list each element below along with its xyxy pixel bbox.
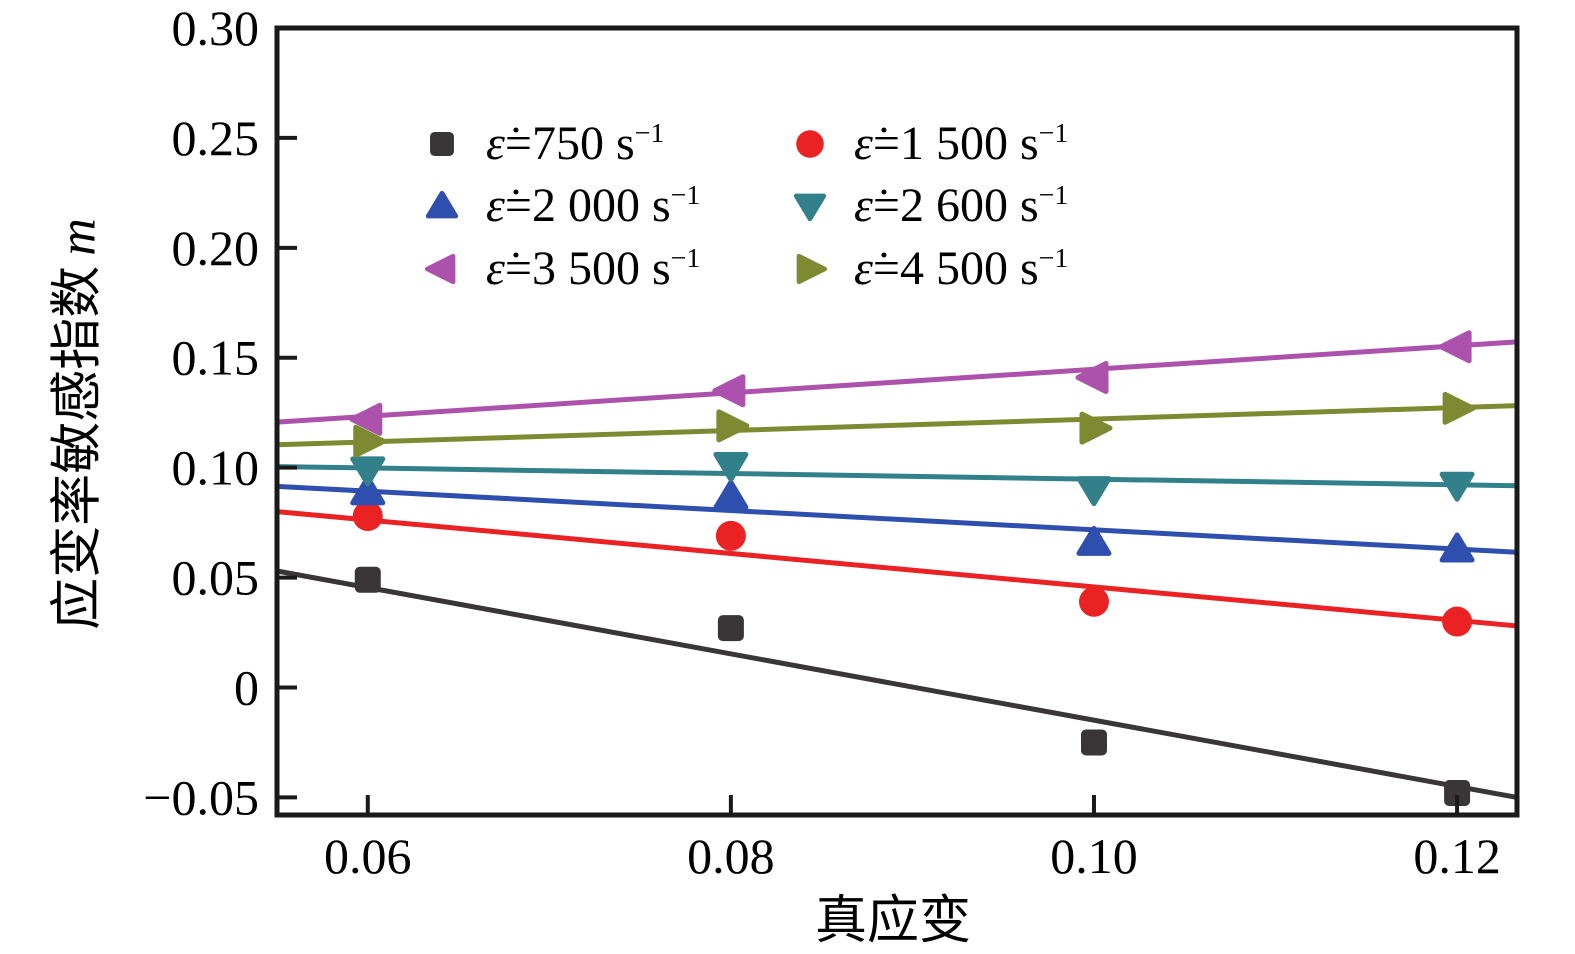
- data-point-1500-3: [1442, 606, 1473, 637]
- data-point-2000-2: [1076, 525, 1112, 556]
- data-point-4500-0: [353, 424, 387, 458]
- data-point-3500-1: [712, 374, 746, 408]
- trend-line-2000: [276, 483, 1518, 555]
- data-point-2000-3: [1439, 532, 1475, 563]
- data-point-750-0: [354, 566, 381, 593]
- data-point-1500-2: [1078, 586, 1109, 617]
- y-tick-label: 0.10: [172, 440, 260, 496]
- y-tick-label: 0.05: [172, 550, 260, 606]
- trend-line-2600: [276, 464, 1518, 489]
- data-point-2600-3: [1439, 471, 1475, 502]
- trend-line-750: [276, 568, 1518, 800]
- y-tick-label: −0.05: [143, 769, 259, 825]
- data-point-750-1: [717, 615, 744, 642]
- y-tick-label: 0.20: [172, 220, 260, 276]
- data-point-3500-3: [1438, 330, 1472, 364]
- y-tick-label: 0: [234, 659, 259, 715]
- x-tick-label: 0.10: [1050, 828, 1138, 884]
- data-point-2600-1: [713, 451, 749, 482]
- x-tick-label: 0.08: [687, 828, 775, 884]
- y-axis-title-text: 应变率敏感指数: [49, 265, 107, 630]
- data-point-4500-1: [716, 409, 750, 443]
- y-axis-title-variable: m: [49, 218, 107, 256]
- data-point-2600-0: [350, 456, 386, 487]
- data-point-1500-0: [352, 501, 383, 532]
- y-tick-label: 0.15: [172, 330, 260, 386]
- plot-frame: [274, 25, 1520, 818]
- data-point-750-3: [1444, 780, 1471, 807]
- trend-line-4500: [276, 403, 1518, 448]
- trend-line-3500: [276, 339, 1518, 425]
- data-point-3500-0: [349, 402, 383, 436]
- y-tick-label: 0.30: [172, 0, 260, 56]
- x-axis-title: 真应变: [814, 893, 972, 950]
- data-point-4500-3: [1442, 391, 1476, 425]
- trend-line-1500: [276, 509, 1518, 629]
- x-tick-label: 0.06: [324, 828, 412, 884]
- data-point-750-2: [1080, 729, 1107, 756]
- y-tick-label: 0.25: [172, 110, 260, 166]
- data-point-2600-2: [1076, 476, 1112, 507]
- data-point-2000-1: [713, 479, 749, 510]
- data-point-3500-2: [1075, 361, 1109, 395]
- y-axis-title: 应变率敏感指数 m: [35, 218, 110, 630]
- x-tick-label: 0.12: [1413, 828, 1501, 884]
- data-point-2000-0: [350, 475, 386, 506]
- data-point-1500-1: [715, 520, 746, 551]
- data-point-4500-2: [1079, 411, 1113, 445]
